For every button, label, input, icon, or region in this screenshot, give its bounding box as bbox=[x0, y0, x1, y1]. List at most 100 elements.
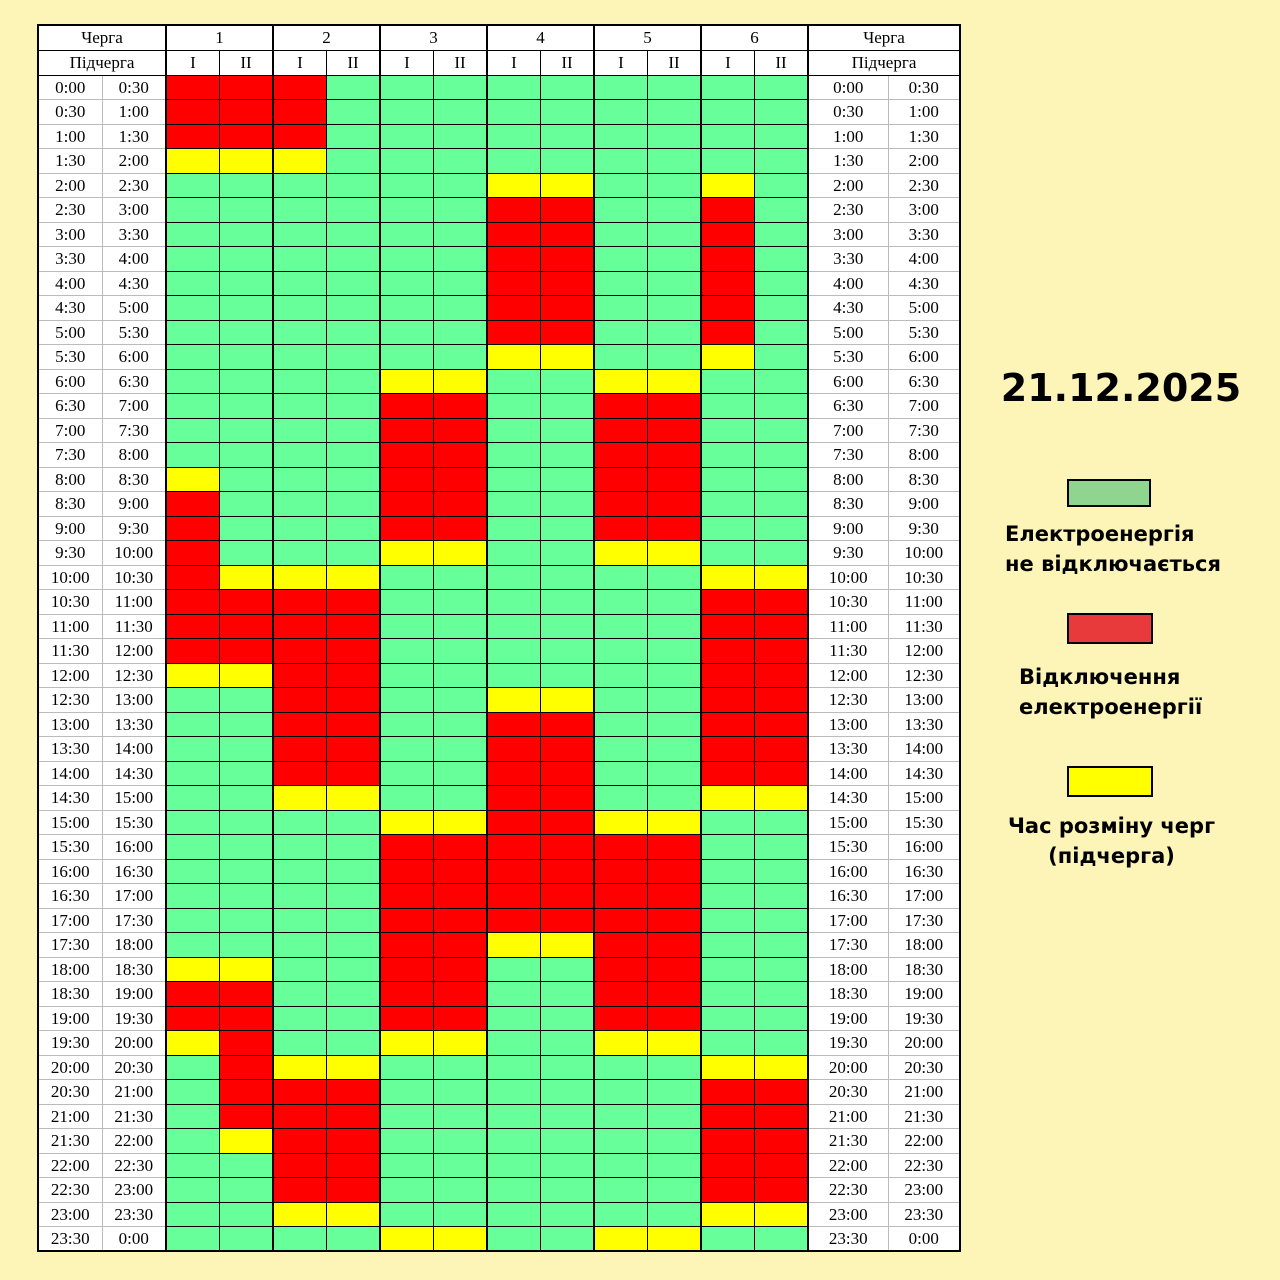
status-cell-q6-I bbox=[700, 491, 755, 517]
schedule-row: 18:00 18:30 18:00 18:30 bbox=[37, 956, 961, 982]
status-cell-q6-I bbox=[700, 515, 755, 541]
status-cell-q5-I bbox=[593, 319, 648, 345]
status-cell-q4-II bbox=[540, 564, 595, 590]
status-cell-q5-I bbox=[593, 74, 648, 100]
status-cell-q2-II bbox=[326, 1054, 381, 1080]
status-cell-q5-II bbox=[647, 785, 702, 811]
status-cell-q4-II bbox=[540, 981, 595, 1007]
time-from-left: 14:30 bbox=[37, 785, 103, 811]
status-cell-q4-I bbox=[486, 981, 541, 1007]
time-from-left: 13:30 bbox=[37, 736, 103, 762]
status-cell-q6-I bbox=[700, 123, 755, 149]
status-cell-q4-I bbox=[486, 662, 541, 688]
status-cell-q1-II bbox=[219, 442, 274, 468]
status-cell-q2-I bbox=[272, 515, 327, 541]
status-cell-q5-II bbox=[647, 687, 702, 713]
status-cell-q5-I bbox=[593, 736, 648, 762]
schedule-row: 12:00 12:30 12:00 12:30 bbox=[37, 662, 961, 688]
time-from-right: 9:30 bbox=[807, 540, 889, 566]
time-to-right: 2:30 bbox=[887, 172, 961, 198]
time-to-left: 17:00 bbox=[101, 883, 167, 909]
subqueue-header-row: Підчерга I II I II I II I II I II I II П… bbox=[37, 49, 961, 76]
status-cell-q1-I bbox=[165, 319, 220, 345]
subgroup-header: I bbox=[593, 49, 648, 76]
status-cell-q1-II bbox=[219, 858, 274, 884]
status-cell-q2-I bbox=[272, 662, 327, 688]
status-cell-q3-II bbox=[433, 858, 488, 884]
time-to-left: 10:30 bbox=[101, 564, 167, 590]
status-cell-q6-I bbox=[700, 368, 755, 394]
schedule-row: 14:30 15:00 14:30 15:00 bbox=[37, 785, 961, 811]
status-cell-q3-I bbox=[379, 99, 434, 125]
status-cell-q1-I bbox=[165, 442, 220, 468]
time-from-right: 7:00 bbox=[807, 417, 889, 443]
time-to-right: 3:30 bbox=[887, 221, 961, 247]
status-cell-q1-I bbox=[165, 760, 220, 786]
status-cell-q3-II bbox=[433, 981, 488, 1007]
status-cell-q1-I bbox=[165, 1201, 220, 1227]
status-cell-q6-II bbox=[754, 319, 809, 345]
status-cell-q3-II bbox=[433, 319, 488, 345]
time-to-right: 0:30 bbox=[887, 74, 961, 100]
status-cell-q4-II bbox=[540, 123, 595, 149]
status-cell-q1-II bbox=[219, 932, 274, 958]
status-cell-q5-II bbox=[647, 907, 702, 933]
status-cell-q2-I bbox=[272, 197, 327, 223]
status-cell-q1-II bbox=[219, 711, 274, 737]
status-cell-q2-II bbox=[326, 442, 381, 468]
subgroup-header: II bbox=[647, 49, 702, 76]
status-cell-q3-I bbox=[379, 687, 434, 713]
time-to-right: 19:00 bbox=[887, 981, 961, 1007]
status-cell-q3-I bbox=[379, 74, 434, 100]
status-cell-q2-II bbox=[326, 1030, 381, 1056]
status-cell-q6-II bbox=[754, 613, 809, 639]
time-from-right: 1:00 bbox=[807, 123, 889, 149]
status-cell-q6-II bbox=[754, 858, 809, 884]
status-cell-q6-I bbox=[700, 466, 755, 492]
schedule-row: 23:30 0:00 23:30 0:00 bbox=[37, 1226, 961, 1252]
status-cell-q5-II bbox=[647, 99, 702, 125]
status-cell-q3-I bbox=[379, 344, 434, 370]
status-cell-q3-I bbox=[379, 1005, 434, 1031]
time-from-left: 7:30 bbox=[37, 442, 103, 468]
status-cell-q1-II bbox=[219, 148, 274, 174]
time-from-right: 12:00 bbox=[807, 662, 889, 688]
status-cell-q2-II bbox=[326, 515, 381, 541]
subqueue-label-left: Підчерга bbox=[37, 49, 167, 76]
status-cell-q2-I bbox=[272, 393, 327, 419]
status-cell-q2-I bbox=[272, 907, 327, 933]
schedule-date: 21.12.2025 bbox=[1000, 366, 1242, 410]
status-cell-q5-I bbox=[593, 246, 648, 272]
status-cell-q5-I bbox=[593, 344, 648, 370]
status-cell-q4-II bbox=[540, 1030, 595, 1056]
time-to-left: 8:30 bbox=[101, 466, 167, 492]
time-to-left: 3:00 bbox=[101, 197, 167, 223]
status-cell-q6-II bbox=[754, 99, 809, 125]
time-to-left: 19:30 bbox=[101, 1005, 167, 1031]
time-to-left: 13:30 bbox=[101, 711, 167, 737]
status-cell-q5-II bbox=[647, 540, 702, 566]
status-cell-q1-I bbox=[165, 1103, 220, 1129]
status-cell-q1-II bbox=[219, 834, 274, 860]
status-cell-q4-I bbox=[486, 540, 541, 566]
status-cell-q1-II bbox=[219, 981, 274, 1007]
status-cell-q4-I bbox=[486, 148, 541, 174]
status-cell-q3-II bbox=[433, 1005, 488, 1031]
legend-text-change: Час розміну черг (підчерга) bbox=[1003, 811, 1220, 871]
status-cell-q5-I bbox=[593, 932, 648, 958]
status-cell-q1-I bbox=[165, 74, 220, 100]
status-cell-q3-II bbox=[433, 1177, 488, 1203]
time-to-left: 21:30 bbox=[101, 1103, 167, 1129]
status-cell-q2-I bbox=[272, 123, 327, 149]
status-cell-q1-I bbox=[165, 1177, 220, 1203]
time-to-left: 4:30 bbox=[101, 270, 167, 296]
status-cell-q4-II bbox=[540, 393, 595, 419]
status-cell-q4-II bbox=[540, 638, 595, 664]
status-cell-q4-I bbox=[486, 221, 541, 247]
time-from-right: 21:00 bbox=[807, 1103, 889, 1129]
status-cell-q2-I bbox=[272, 344, 327, 370]
status-cell-q4-I bbox=[486, 1079, 541, 1105]
status-cell-q5-I bbox=[593, 613, 648, 639]
status-cell-q2-I bbox=[272, 883, 327, 909]
status-cell-q1-II bbox=[219, 417, 274, 443]
